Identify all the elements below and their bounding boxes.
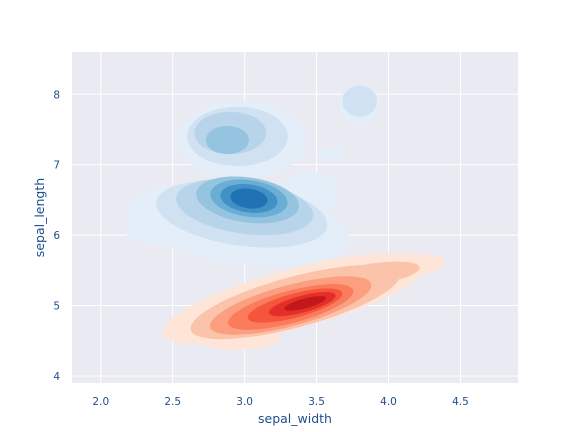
contour-blob [316,147,346,162]
x-tick-label: 4.0 [380,396,397,408]
contour-level [230,188,268,209]
y-tick-label: 7 [53,160,60,172]
x-tick-label: 4.5 [452,396,469,408]
density-series-reds [162,253,446,350]
density-series-blues [125,85,380,266]
contour-blob [342,85,378,117]
y-tick-label: 5 [53,301,60,313]
y-tick-label: 8 [53,89,60,101]
contour-blob [284,296,326,311]
contour-blob [205,125,249,155]
y-tick-label: 6 [53,230,60,242]
x-tick-label: 3.0 [236,396,253,408]
y-tick-labels: 4 5 6 7 8 [53,89,60,383]
contour-level [284,296,326,311]
x-tick-label: 2.0 [92,396,109,408]
y-axis-label: sepal_length [32,178,47,257]
contour-blob [230,188,268,209]
x-tick-label: 3.5 [308,396,325,408]
density-contours [125,85,446,350]
x-tick-label: 2.5 [164,396,181,408]
x-axis-label: sepal_width [258,411,332,426]
y-tick-label: 4 [53,371,60,383]
x-tick-labels: 2.0 2.5 3.0 3.5 4.0 4.5 [92,396,468,408]
